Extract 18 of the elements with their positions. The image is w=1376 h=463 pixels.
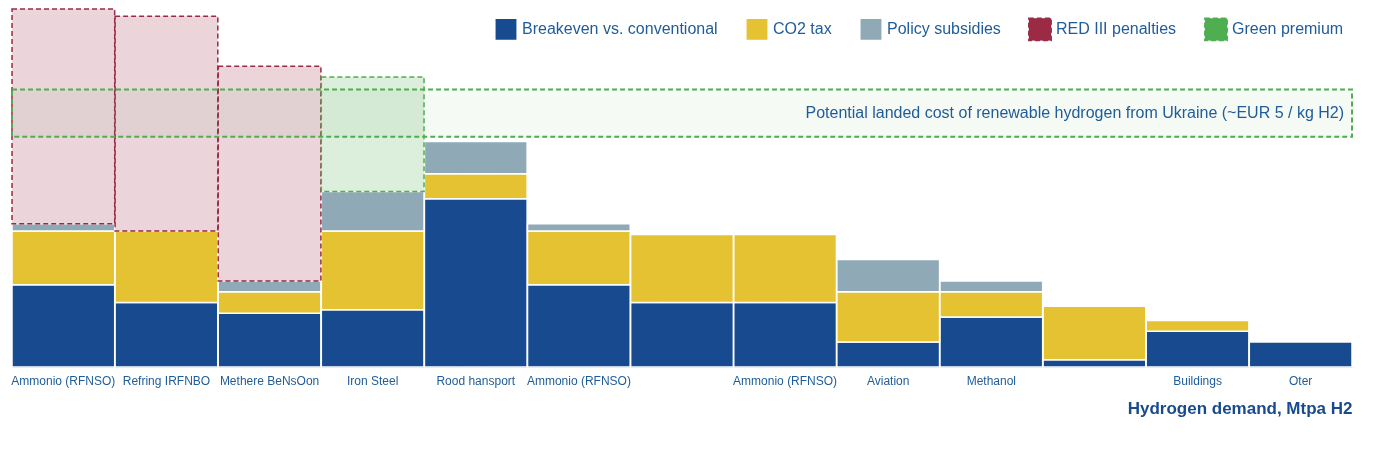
legend-label: Green premium [1232,20,1344,38]
x-tick-label: Refring IRFNBO [122,373,211,388]
x-tick-label: Ammonio (RFNSO) [733,373,838,388]
x-tick-label: Iron Steel [346,373,399,388]
x-tick-label: Aviation [866,373,910,388]
x-tick-label: Ammonio (RFNSO) [11,373,116,388]
legend-label: Policy subsidies [887,20,1001,38]
x-tick-label: Oter [1288,373,1313,388]
legend-label: RED III penalties [1056,20,1177,38]
x-tick-label: Buildings [1173,373,1222,388]
legend-label: CO2 tax [773,20,832,38]
band-label: Potential landed cost of renewable hydrogen from Ukraine (~EUR 5 / kg H2) [805,104,1344,122]
x-tick-label: Methere BeNsOon [219,373,320,388]
x-axis-title: Hydrogen demand, Mtpa H2 [1127,398,1353,418]
x-tick-label: Methanol [966,373,1017,388]
legend-label: Breakeven vs. conventional [522,20,718,38]
x-tick-label: Rood hansport [436,373,516,388]
x-tick-label: Ammonio (RFNSO) [526,373,631,388]
